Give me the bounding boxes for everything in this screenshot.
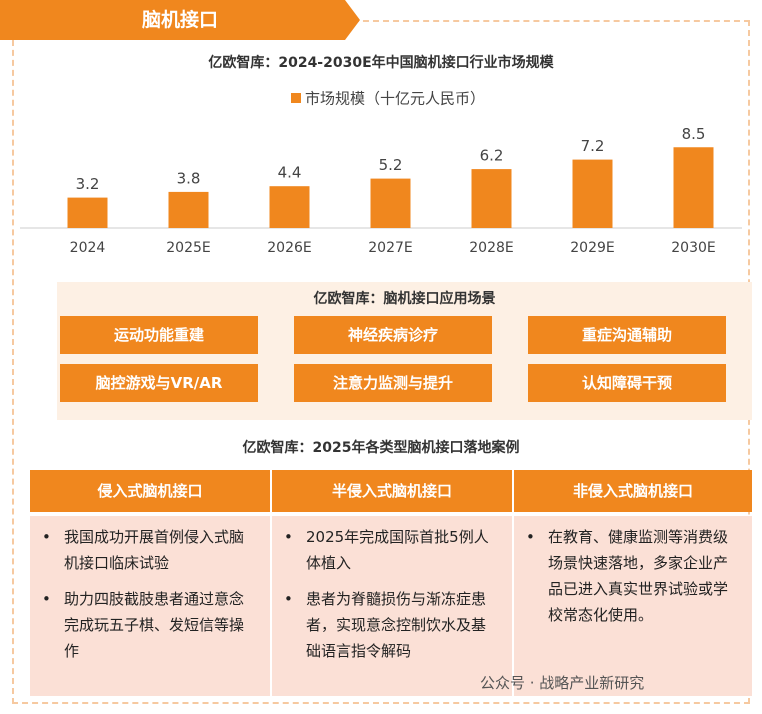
case-item: 我国成功开展首例侵入式脑机接口临床试验 — [42, 524, 252, 576]
header-title: 脑机接口 — [141, 9, 218, 31]
bar — [572, 159, 613, 228]
case-item: 助力四肢截肢患者通过意念完成玩五子棋、发短信等操作 — [42, 586, 252, 664]
value-label: 8.5 — [682, 125, 706, 143]
legend-label: 市场规模（十亿元人民币） — [305, 90, 485, 108]
x-tick-label: 2027E — [368, 240, 412, 256]
column-body: 2025年完成国际首批5例人体植入患者为脊髓损伤与渐冻症患者，实现意念控制饮水及… — [272, 516, 512, 696]
column-header: 半侵入式脑机接口 — [272, 470, 512, 512]
value-label: 4.4 — [278, 164, 302, 182]
x-tick-label: 2024 — [70, 240, 106, 256]
scenario-button: 脑控游戏与VR/AR — [60, 364, 258, 402]
header-tab — [0, 0, 360, 40]
x-tick-label: 2026E — [267, 240, 311, 256]
legend-swatch — [291, 93, 301, 103]
case-item: 患者为脊髓损伤与渐冻症患者，实现意念控制饮水及基础语言指令解码 — [284, 586, 494, 664]
column-header: 侵入式脑机接口 — [30, 470, 270, 512]
bar — [370, 178, 411, 228]
scenario-button: 认知障碍干预 — [528, 364, 726, 402]
x-tick-label: 2025E — [166, 240, 210, 256]
value-label: 5.2 — [379, 156, 403, 174]
cases-title: 亿欧智库：2025年各类型脑机接口落地案例 — [242, 440, 520, 456]
bar — [168, 191, 209, 228]
bar — [471, 169, 512, 228]
scenario-button: 神经疾病诊疗 — [294, 316, 492, 354]
column-body: 在教育、健康监测等消费级场景快速落地，多家企业产品已进入真实世界试验或学校常态化… — [514, 516, 752, 696]
chart: 市场规模（十亿元人民币） 3.2 2024 3.8 2025E 4.4 2026E 5.2 20… — [20, 90, 742, 256]
bar — [673, 147, 714, 228]
case-item: 2025年完成国际首批5例人体植入 — [284, 524, 494, 576]
scenario-button: 运动功能重建 — [60, 316, 258, 354]
scenario-button: 重症沟通辅助 — [528, 316, 726, 354]
bar — [67, 197, 108, 228]
case-item: 在教育、健康监测等消费级场景快速落地，多家企业产品已进入真实世界试验或学校常态化… — [526, 524, 734, 628]
value-label: 3.8 — [177, 169, 201, 187]
scenario-panel: 亿欧智库：脑机接口应用场景 运动功能重建 神经疾病诊疗 重症沟通辅助脑控游戏与VR/… — [57, 282, 752, 420]
scenario-title: 亿欧智库：脑机接口应用场景 — [313, 291, 496, 307]
chart-title: 亿欧智库：2024-2030E年中国脑机接口行业市场规模 — [208, 55, 554, 71]
bar — [269, 186, 310, 228]
value-label: 3.2 — [76, 175, 100, 193]
footer: 公众号 · 战略产业新研究 — [480, 674, 645, 692]
x-tick-label: 2030E — [671, 240, 715, 256]
value-label: 7.2 — [581, 137, 605, 155]
scenario-button: 注意力监测与提升 — [294, 364, 492, 402]
x-tick-label: 2029E — [570, 240, 614, 256]
x-tick-label: 2028E — [469, 240, 513, 256]
column-body: 我国成功开展首例侵入式脑机接口临床试验助力四肢截肢患者通过意念完成玩五子棋、发短… — [30, 516, 270, 696]
value-label: 6.2 — [480, 147, 504, 165]
column-header: 非侵入式脑机接口 — [514, 470, 752, 512]
